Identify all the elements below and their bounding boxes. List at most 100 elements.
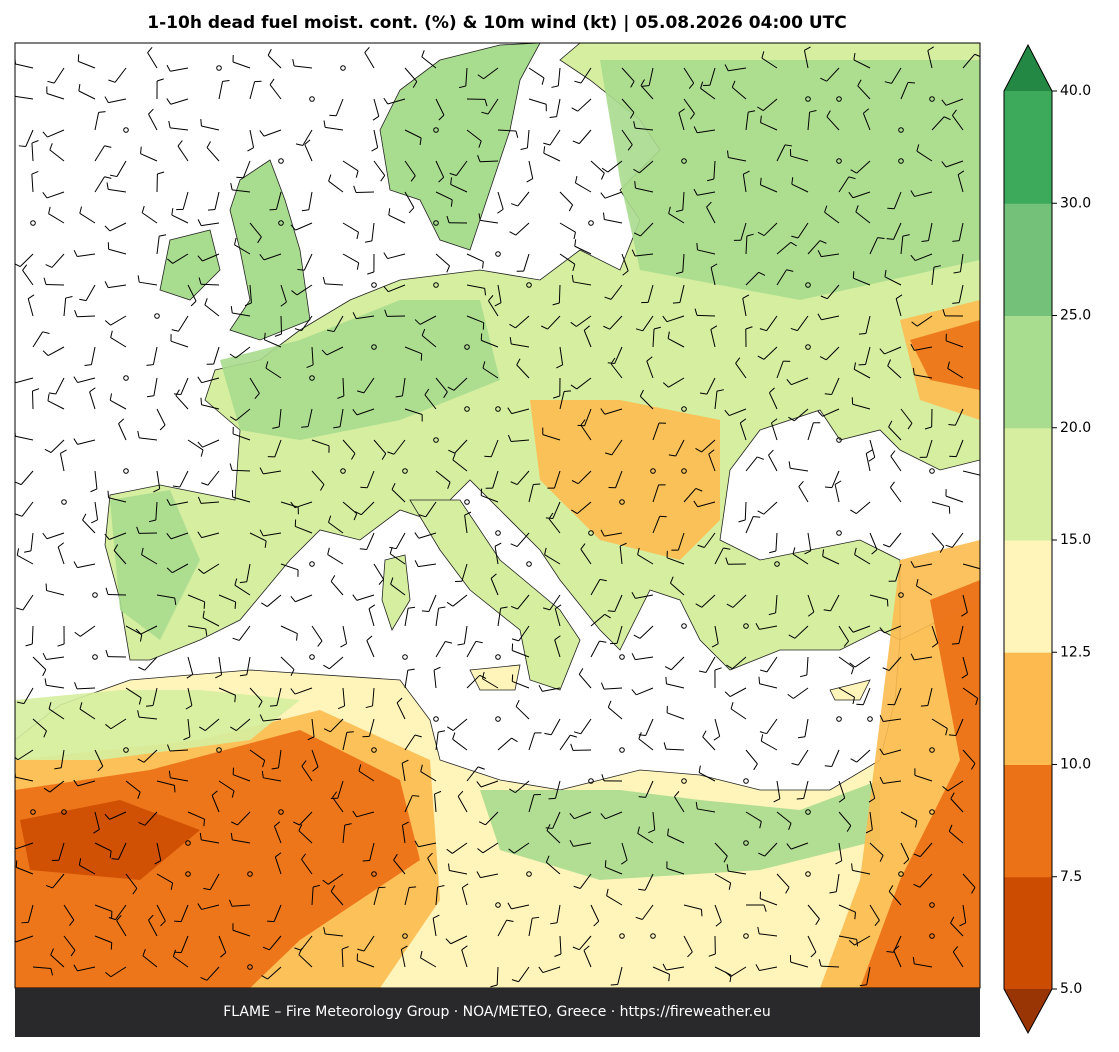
barb-flag — [458, 85, 466, 89]
barb-flag — [172, 485, 180, 488]
barb-staff — [705, 656, 716, 673]
barb-flag — [711, 643, 719, 648]
barb-staff — [82, 519, 96, 534]
colorbar-tick-label: 25.0 — [1060, 308, 1091, 324]
barb-staff — [235, 346, 251, 359]
barb-flag — [727, 150, 729, 158]
barb-flag — [788, 416, 795, 422]
barb-staff — [466, 641, 477, 658]
barb-staff — [760, 184, 778, 193]
barb-staff — [604, 408, 623, 415]
barb-flag — [879, 627, 885, 634]
colorbar-extend-over — [1004, 45, 1052, 91]
barb-staff — [356, 811, 375, 818]
barb-staff — [962, 656, 969, 675]
barb-staff — [745, 811, 762, 822]
barb-flag — [478, 213, 481, 221]
barb-flag — [346, 731, 354, 733]
barb-staff — [559, 734, 571, 751]
barb-flag — [110, 330, 113, 338]
barb-staff — [945, 495, 964, 503]
barb-flag — [410, 175, 416, 182]
barb-flag — [601, 774, 605, 782]
barb-flag — [50, 968, 54, 976]
barb-staff — [387, 98, 406, 105]
barb-flag — [913, 883, 921, 888]
barb-flag — [78, 84, 81, 92]
barb-staff — [294, 65, 313, 69]
barb-staff — [302, 129, 313, 146]
barb-staff — [94, 112, 100, 131]
barb-staff — [32, 966, 51, 970]
barb-flag — [637, 826, 640, 834]
barb-staff — [466, 315, 484, 324]
barb-flag — [290, 688, 296, 695]
barb-flag — [520, 147, 528, 150]
barb-flag — [903, 858, 910, 865]
barb-flag — [710, 325, 718, 330]
barb-flag — [850, 509, 857, 515]
barb-staff — [139, 437, 158, 441]
barb-flag — [510, 481, 518, 485]
barb-staff — [356, 408, 375, 416]
barb-flag — [322, 276, 326, 285]
barb-flag — [356, 232, 359, 240]
barb-staff — [574, 811, 592, 820]
barb-staff — [391, 489, 406, 503]
barb-staff — [883, 749, 902, 756]
barb-flag — [948, 824, 953, 832]
barb-staff — [927, 222, 933, 241]
barb-flag — [672, 302, 680, 304]
barb-flag — [604, 860, 607, 868]
calm-marker — [495, 902, 501, 908]
barb-staff — [463, 625, 468, 644]
barb-staff — [201, 404, 220, 410]
barb-flag — [569, 812, 575, 820]
barb-staff — [807, 240, 821, 255]
barb-staff — [900, 811, 918, 822]
barb-staff — [373, 563, 384, 580]
barb-flag — [207, 209, 216, 211]
barb-flag — [408, 606, 416, 609]
barb-staff — [148, 919, 158, 937]
barb-flag — [259, 529, 264, 537]
barb-flag — [109, 393, 113, 401]
barb-flag — [84, 364, 92, 366]
barb-flag — [810, 951, 817, 958]
barb-flag — [564, 390, 572, 392]
barb-staff — [204, 304, 220, 317]
barb-flag — [662, 315, 668, 322]
barb-flag — [675, 271, 683, 275]
barb-staff — [761, 740, 778, 751]
barb-flag — [174, 951, 182, 954]
barb-flag — [695, 801, 698, 810]
barb-staff — [46, 590, 65, 596]
barb-staff — [110, 718, 127, 730]
barb-flag — [290, 224, 296, 231]
barb-flag — [137, 275, 140, 283]
calm-marker — [588, 530, 594, 536]
calm-marker — [402, 654, 408, 660]
calm-marker — [774, 561, 780, 567]
barb-staff — [420, 957, 437, 968]
barb-staff — [418, 563, 437, 568]
barb-staff — [768, 454, 778, 472]
barb-staff — [449, 870, 468, 875]
barb-flag — [274, 333, 282, 337]
barb-staff — [559, 391, 565, 410]
barb-staff — [900, 236, 904, 255]
barb-staff — [853, 59, 871, 69]
barb-flag — [229, 463, 233, 471]
barb-flag — [569, 839, 574, 847]
barb-flag — [726, 603, 734, 608]
barb-staff — [48, 708, 65, 720]
barb-staff — [790, 155, 809, 162]
calm-marker — [495, 654, 501, 660]
barb-flag — [358, 764, 362, 772]
barb-staff — [387, 253, 406, 260]
barb-flag — [175, 389, 180, 396]
barb-staff — [280, 284, 287, 303]
barb-staff — [822, 555, 840, 565]
barb-flag — [953, 271, 961, 274]
barb-staff — [139, 716, 158, 720]
